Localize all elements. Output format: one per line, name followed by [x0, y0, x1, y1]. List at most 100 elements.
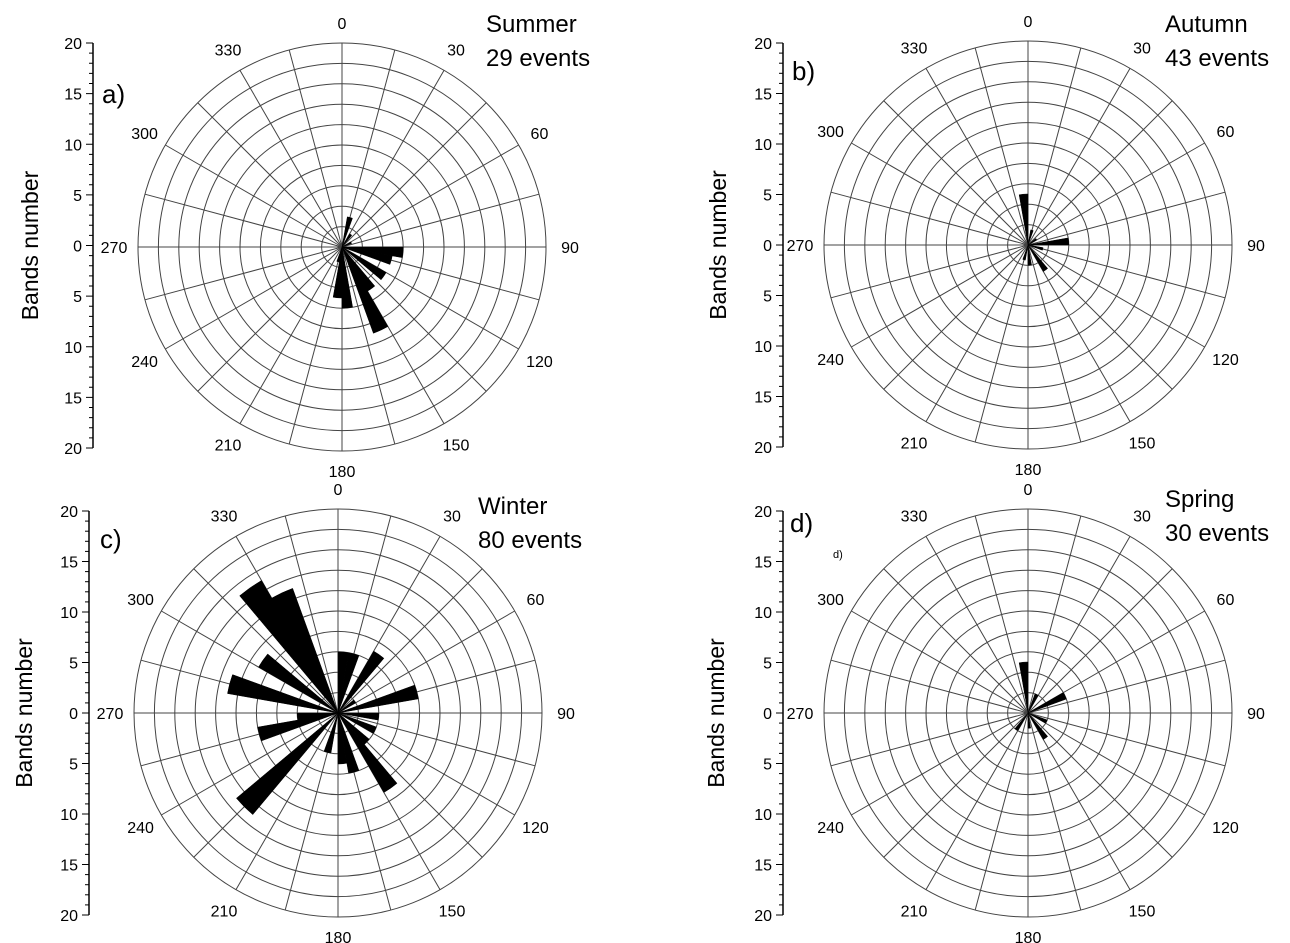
- angle-tick-label: 240: [127, 820, 154, 837]
- grid-spoke: [851, 244, 1029, 348]
- radial-tick-label: 15: [64, 87, 82, 104]
- rose-bar: [341, 246, 393, 265]
- grid-spoke: [1027, 568, 1173, 714]
- grid-spoke: [337, 610, 515, 714]
- grid-spoke: [197, 246, 343, 392]
- grid-spoke: [341, 193, 540, 248]
- angle-tick-label: 300: [131, 126, 158, 143]
- rose-bar: [1027, 712, 1049, 740]
- rose-bar: [1027, 712, 1031, 729]
- grid-spoke: [1027, 142, 1205, 246]
- chart-subtitle: 80 events: [478, 527, 582, 554]
- polar-grid: [137, 42, 547, 452]
- radial-tick-label: 5: [73, 188, 82, 205]
- grid-spoke: [1027, 244, 1131, 422]
- radial-tick-label: 0: [763, 706, 772, 723]
- rose-bar: [239, 580, 339, 714]
- grid-spoke: [288, 246, 343, 445]
- angle-tick-label: 0: [1024, 14, 1033, 31]
- grid-spoke: [235, 712, 339, 890]
- polar-panel-1: 0 30 60 90 120 150 180 210 240 270 300 330 0 5 5 10 10 15…: [17, 11, 590, 481]
- grid-spoke: [1027, 244, 1205, 348]
- rose-bar: [341, 233, 353, 248]
- angle-tick-label: 270: [101, 240, 128, 257]
- grid-spoke: [851, 610, 1029, 714]
- rose-bar: [1027, 692, 1067, 714]
- angle-tick-label: 330: [211, 509, 238, 526]
- radial-tick-label: 20: [754, 908, 772, 925]
- grid-spoke: [239, 246, 343, 424]
- rose-bar: [1027, 693, 1039, 714]
- grid-spoke: [1027, 100, 1173, 246]
- radial-tick-label: 20: [60, 504, 78, 521]
- grid-spoke: [1027, 712, 1205, 816]
- radial-tick-label: 20: [754, 440, 772, 457]
- angle-tick-label: 240: [817, 352, 844, 369]
- rose-bar: [341, 246, 389, 334]
- radial-tick-label: 0: [763, 238, 772, 255]
- grid-spoke: [337, 712, 536, 767]
- grid-spoke: [883, 100, 1029, 246]
- rose-bar: [1027, 244, 1032, 266]
- radial-tick-label: 15: [60, 555, 78, 572]
- radial-tick-label: 20: [64, 441, 82, 458]
- rose-bar: [1018, 661, 1029, 714]
- rose-bar: [341, 216, 353, 248]
- grid-spoke: [1027, 712, 1173, 858]
- angle-tick-label: 150: [1129, 435, 1156, 452]
- rose-bar: [1027, 244, 1049, 272]
- rose-bar: [337, 684, 419, 714]
- radial-tick-label: 15: [754, 390, 772, 407]
- grid-spoke: [341, 246, 396, 445]
- radial-tick-label: 15: [754, 555, 772, 572]
- angle-tick-label: 120: [522, 820, 549, 837]
- rose-bar: [336, 246, 343, 263]
- grid-spoke: [851, 712, 1029, 816]
- rose-bar: [227, 674, 339, 714]
- rose-bar: [337, 712, 377, 734]
- grid-spoke: [1027, 244, 1082, 443]
- radial-tick-label: 15: [754, 87, 772, 104]
- grid-spoke: [830, 244, 1029, 299]
- rose-bar: [296, 712, 339, 721]
- angle-tick-label: 270: [787, 706, 814, 723]
- grid-spoke: [925, 536, 1029, 714]
- radial-tick-label: 10: [60, 807, 78, 824]
- panel-label: b): [792, 56, 815, 86]
- polar-panel-2: 0 30 60 90 120 150 180 210 240 270 300 330 0 5 5 10 10 15…: [705, 11, 1269, 479]
- panel-label: d): [790, 508, 813, 538]
- chart-title: Winter: [478, 493, 547, 520]
- grid-spoke: [974, 712, 1029, 911]
- radial-tick-label: 15: [754, 858, 772, 875]
- angle-tick-label: 30: [443, 509, 461, 526]
- grid-spoke: [830, 712, 1029, 767]
- radial-tick-label: 10: [64, 340, 82, 357]
- chart-title: Summer: [486, 11, 577, 38]
- grid-spoke: [239, 70, 343, 248]
- radial-tick-label: 20: [754, 36, 772, 53]
- polar-panel-3: 0 30 60 90 120 150 180 210 240 270 300 330 0 5 5 10 10 15…: [11, 482, 582, 943]
- angle-tick-label: 0: [1024, 482, 1033, 499]
- grid-spoke: [161, 712, 339, 816]
- radial-tick-label: 15: [60, 858, 78, 875]
- grid-spoke: [197, 102, 343, 248]
- grid-spoke: [1027, 244, 1173, 390]
- angle-tick-label: 330: [901, 509, 928, 526]
- angle-tick-label: 60: [1217, 124, 1235, 141]
- grid-spoke: [1027, 515, 1082, 714]
- rose-bar: [236, 712, 339, 815]
- grid-spoke: [1027, 68, 1131, 246]
- radial-tick-label: 20: [754, 504, 772, 521]
- angle-tick-label: 330: [901, 41, 928, 58]
- radial-axis: 0 5 5 10 10 15 15 20 20: [754, 504, 784, 925]
- angle-tick-label: 270: [787, 238, 814, 255]
- grid-spoke: [341, 246, 487, 392]
- rose-bar: [1027, 244, 1044, 251]
- grid-spoke: [341, 49, 396, 248]
- radial-tick-label: 5: [763, 289, 772, 306]
- grid-spoke: [165, 246, 343, 350]
- angle-tick-label: 120: [1212, 820, 1239, 837]
- grid-spoke: [974, 47, 1029, 246]
- angle-tick-label: 0: [334, 482, 343, 499]
